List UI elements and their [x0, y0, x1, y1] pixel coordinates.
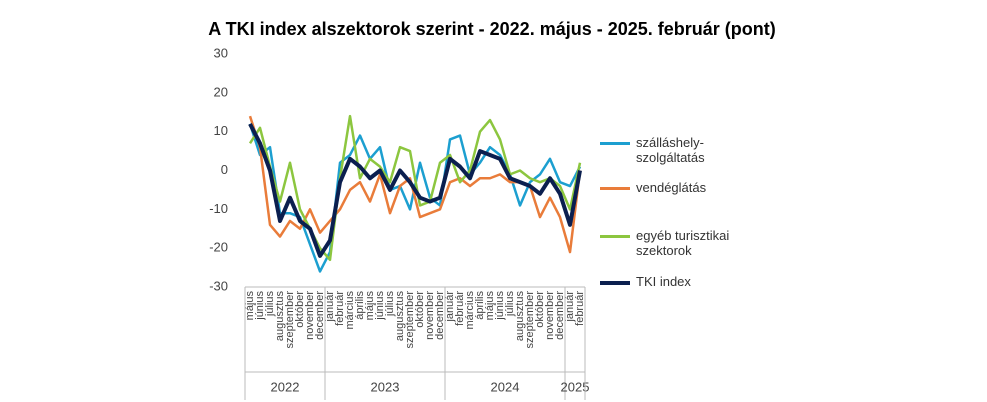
x-tick-label: február: [334, 291, 346, 326]
legend-item: vendéglátás: [600, 180, 770, 195]
x-tick-label: május: [364, 291, 376, 321]
x-tick-label: október: [294, 291, 306, 328]
legend-item: szálláshely-szolgáltatás: [600, 135, 770, 165]
legend-label: szálláshely-szolgáltatás: [636, 135, 705, 165]
year-label: 2025: [561, 379, 590, 394]
y-tick-label: -30: [209, 278, 228, 293]
x-tick-label: július: [504, 291, 516, 318]
x-tick-label: március: [464, 291, 476, 330]
x-tick-label: április: [354, 291, 366, 320]
x-tick-label: július: [384, 291, 396, 318]
y-tick-label: 0: [221, 162, 228, 177]
x-tick-label: január: [564, 291, 576, 323]
series-line: [248, 114, 582, 262]
x-tick-label: május: [484, 291, 496, 321]
x-tick-label: augusztus: [274, 291, 286, 342]
legend-label: vendéglátás: [636, 180, 707, 195]
x-tick-label: június: [374, 291, 386, 321]
x-tick-label: szeptember: [524, 291, 536, 349]
x-tick-label: december: [554, 291, 566, 340]
y-tick-label: 20: [214, 84, 228, 99]
year-label: 2022: [271, 379, 300, 394]
year-label: 2024: [491, 379, 520, 394]
x-tick-label: november: [424, 291, 436, 340]
x-tick-label: január: [444, 291, 456, 323]
x-tick-label: október: [534, 291, 546, 328]
series-line: [248, 122, 582, 258]
y-tick-label: -20: [209, 240, 228, 255]
x-tick-label: január: [324, 291, 336, 323]
x-tick-label: május: [244, 291, 256, 321]
x-tick-label: november: [304, 291, 316, 340]
year-label: 2023: [371, 379, 400, 394]
x-tick-label: április: [474, 291, 486, 320]
x-tick-label: szeptember: [404, 291, 416, 349]
series-line: [248, 123, 582, 273]
y-tick-label: 10: [214, 123, 228, 138]
x-tick-label: március: [344, 291, 356, 330]
legend-item: TKI index: [600, 274, 770, 289]
y-tick-label: -10: [209, 201, 228, 216]
x-tick-label: február: [574, 291, 586, 326]
legend-swatch: [600, 142, 630, 145]
x-tick-label: november: [544, 291, 556, 340]
legend-label: egyéb turisztikai szektorok: [636, 228, 730, 258]
x-tick-label: szeptember: [284, 291, 296, 349]
y-tick-label: 30: [214, 45, 228, 60]
legend-swatch: [600, 281, 630, 285]
legend-swatch: [600, 235, 630, 238]
x-tick-label: június: [494, 291, 506, 321]
x-tick-label: augusztus: [394, 291, 406, 342]
chart-title: A TKI index alszektorok szerint - 2022. …: [208, 19, 776, 39]
legend-item: egyéb turisztikai szektorok: [600, 228, 770, 258]
x-tick-label: december: [434, 291, 446, 340]
x-tick-label: február: [454, 291, 466, 326]
legend-label: TKI index: [636, 274, 691, 289]
x-tick-label: október: [414, 291, 426, 328]
x-tick-label: július: [264, 291, 276, 318]
x-tick-label: december: [314, 291, 326, 340]
legend-swatch: [600, 187, 630, 190]
x-tick-label: augusztus: [514, 291, 526, 342]
x-tick-label: június: [254, 291, 266, 321]
